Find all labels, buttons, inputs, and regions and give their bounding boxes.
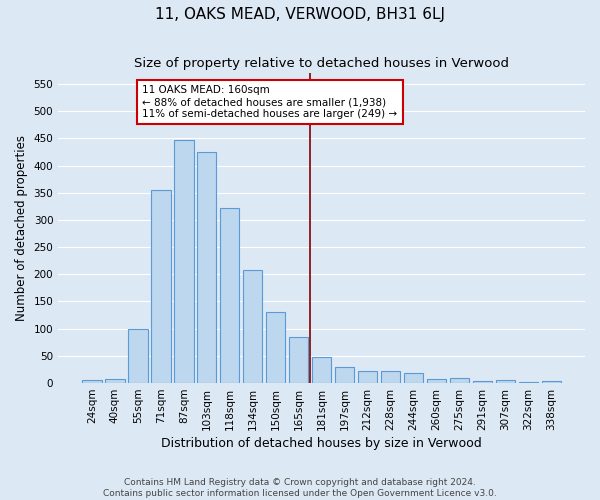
Bar <box>174 140 194 383</box>
Bar <box>151 190 170 383</box>
Bar <box>358 370 377 383</box>
Text: 11, OAKS MEAD, VERWOOD, BH31 6LJ: 11, OAKS MEAD, VERWOOD, BH31 6LJ <box>155 8 445 22</box>
Bar <box>289 337 308 383</box>
Bar <box>449 378 469 383</box>
Bar <box>105 380 125 383</box>
Bar <box>381 370 400 383</box>
Bar <box>82 380 101 383</box>
Title: Size of property relative to detached houses in Verwood: Size of property relative to detached ho… <box>134 58 509 70</box>
Bar <box>266 312 286 383</box>
Bar <box>197 152 217 383</box>
Bar <box>518 382 538 383</box>
Text: 11 OAKS MEAD: 160sqm
← 88% of detached houses are smaller (1,938)
11% of semi-de: 11 OAKS MEAD: 160sqm ← 88% of detached h… <box>142 86 398 118</box>
Bar <box>496 380 515 383</box>
X-axis label: Distribution of detached houses by size in Verwood: Distribution of detached houses by size … <box>161 437 482 450</box>
Bar <box>473 382 492 383</box>
Bar <box>542 382 561 383</box>
Bar <box>220 208 239 383</box>
Bar <box>427 380 446 383</box>
Bar <box>243 270 262 383</box>
Bar <box>128 328 148 383</box>
Bar <box>404 372 423 383</box>
Text: Contains HM Land Registry data © Crown copyright and database right 2024.
Contai: Contains HM Land Registry data © Crown c… <box>103 478 497 498</box>
Bar <box>312 357 331 383</box>
Bar <box>335 368 355 383</box>
Y-axis label: Number of detached properties: Number of detached properties <box>15 135 28 321</box>
